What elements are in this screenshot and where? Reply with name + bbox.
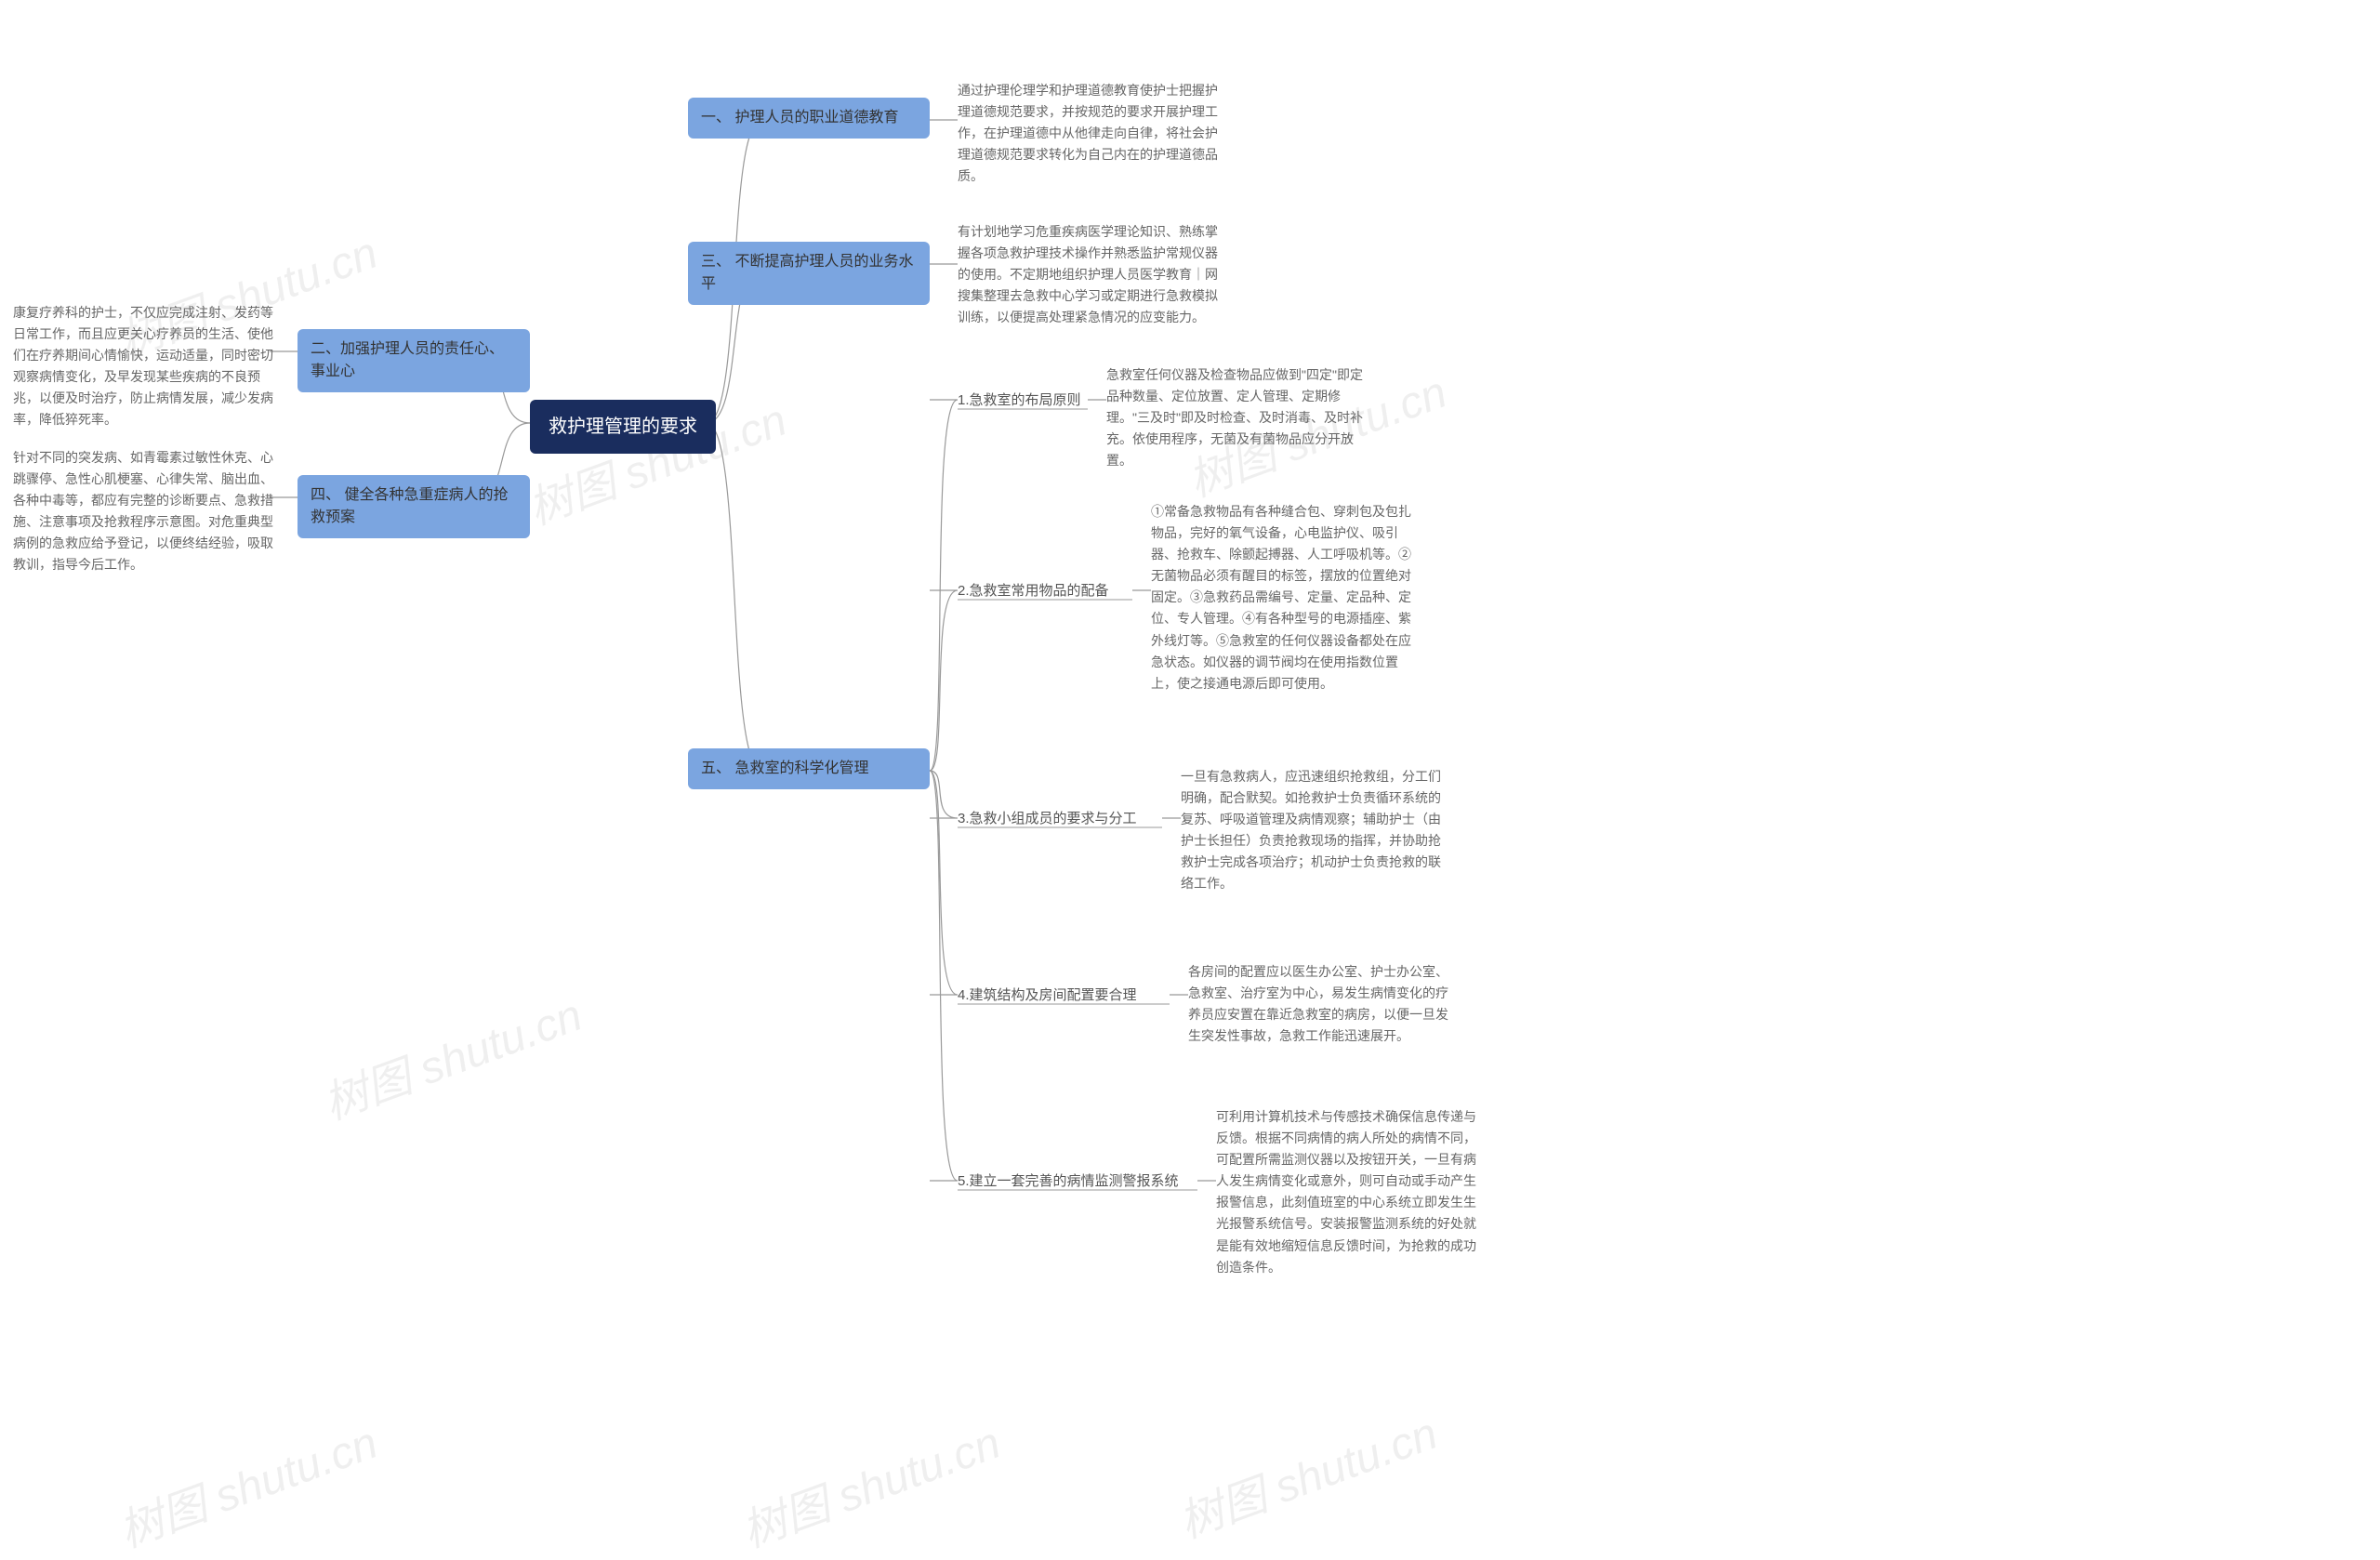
branch-four-desc: 针对不同的突发病、如青霉素过敏性休克、心跳骤停、急性心肌梗塞、心律失常、脑出血、… [13,443,273,580]
branch-five-title: 五、 急救室的科学化管理 [701,758,868,780]
watermark: 树图 shutu.cn [109,1406,385,1559]
branch-five[interactable]: 五、 急救室的科学化管理 [688,748,930,789]
watermark: 树图 shutu.cn [1169,1396,1445,1550]
sub-five-3-label: 3.急救小组成员的要求与分工 [958,809,1137,830]
sub-five-1[interactable]: 1.急救室的布局原则 [958,387,1081,416]
branch-two[interactable]: 二、加强护理人员的责任心、事业心 [298,329,530,392]
branch-two-desc: 康复疗养科的护士，不仅应完成注射、发药等日常工作，而且应更关心疗养员的生活、使他… [13,298,273,435]
branch-four[interactable]: 四、 健全各种急重症病人的抢救预案 [298,475,530,538]
sub-five-4-label: 4.建筑结构及房间配置要合理 [958,985,1137,1007]
watermark: 树图 shutu.cn [313,978,589,1131]
branch-four-title: 四、 健全各种急重症病人的抢救预案 [311,484,517,529]
branch-three-title: 三、 不断提高护理人员的业务水平 [701,251,917,296]
branch-one-title: 一、 护理人员的职业道德教育 [701,107,898,129]
sub-five-2[interactable]: 2.急救室常用物品的配备 [958,577,1109,606]
sub-five-5-label: 5.建立一套完善的病情监测警报系统 [958,1171,1179,1193]
sub-five-4-desc: 各房间的配置应以医生办公室、护士办公室、急救室、治疗室为中心，易发生病情变化的疗… [1188,958,1448,1051]
root-text: 救护理管理的要求 [549,413,697,441]
sub-five-3-desc: 一旦有急救病人，应迅速组织抢救组，分工们明确，配合默契。如抢救护士负责循环系统的… [1181,762,1441,899]
sub-five-1-label: 1.急救室的布局原则 [958,390,1081,412]
sub-five-1-desc: 急救室任何仪器及检查物品应做到"四定"即定品种数量、定位放置、定人管理、定期修理… [1106,361,1367,475]
root-node[interactable]: 救护理管理的要求 [530,400,716,454]
branch-one-desc: 通过护理伦理学和护理道德教育使护士把握护理道德规范要求，并按规范的要求开展护理工… [958,76,1218,191]
sub-five-5[interactable]: 5.建立一套完善的病情监测警报系统 [958,1168,1179,1196]
sub-five-2-desc: ①常备急救物品有各种缝合包、穿刺包及包扎物品，完好的氧气设备，心电监护仪、吸引器… [1151,497,1421,698]
sub-five-2-label: 2.急救室常用物品的配备 [958,581,1109,602]
sub-five-5-desc: 可利用计算机技术与传感技术确保信息传递与反馈。根据不同病情的病人所处的病情不同，… [1216,1103,1486,1282]
watermark: 树图 shutu.cn [732,1406,1008,1559]
branch-two-title: 二、加强护理人员的责任心、事业心 [311,338,517,383]
branch-one[interactable]: 一、 护理人员的职业道德教育 [688,98,930,139]
branch-three[interactable]: 三、 不断提高护理人员的业务水平 [688,242,930,305]
sub-five-4[interactable]: 4.建筑结构及房间配置要合理 [958,982,1137,1011]
sub-five-3[interactable]: 3.急救小组成员的要求与分工 [958,805,1137,834]
branch-three-desc: 有计划地学习危重疾病医学理论知识、熟练掌握各项急救护理技术操作并熟悉监护常规仪器… [958,218,1218,332]
